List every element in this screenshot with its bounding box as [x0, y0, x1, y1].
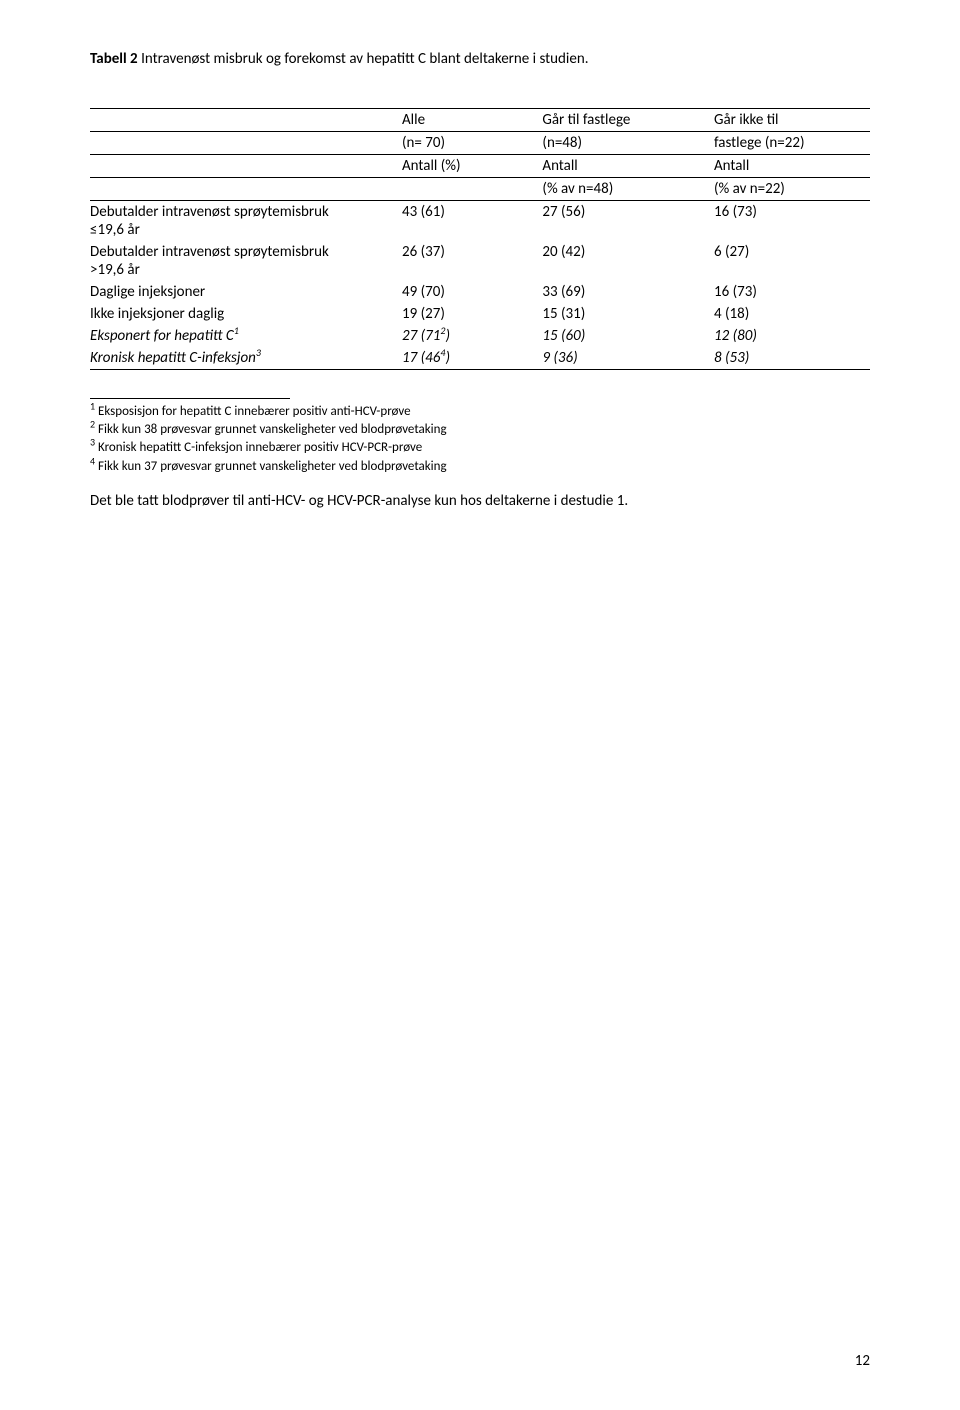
cell: 20 (42): [542, 241, 714, 281]
col-header: Går ikke til: [714, 109, 870, 132]
footnote: 2 Fikk kun 38 prøvesvar grunnet vanskeli…: [90, 421, 870, 439]
table-row: Ikke injeksjoner daglig 19 (27) 15 (31) …: [90, 303, 870, 325]
table-row: Debutalder intravenøst sprøytemisbruk ≤1…: [90, 201, 870, 242]
table-row: Kronisk hepatitt C-infeksjon3 17 (464) 9…: [90, 347, 870, 370]
col-header: (n= 70): [402, 132, 542, 155]
col-header: (% av n=48): [542, 178, 714, 201]
cell: 15 (60): [542, 325, 714, 347]
cell: 6 (27): [714, 241, 870, 281]
data-table: Alle Går til fastlege Går ikke til (n= 7…: [90, 108, 870, 370]
cell: 33 (69): [542, 281, 714, 303]
cell: 8 (53): [714, 347, 870, 370]
cell: 12 (80): [714, 325, 870, 347]
table-row: Daglige injeksjoner 49 (70) 33 (69) 16 (…: [90, 281, 870, 303]
row-label: Kronisk hepatitt C-infeksjon: [90, 349, 256, 367]
cell: 9 (36): [542, 347, 714, 370]
table-title-text: Intravenøst misbruk og forekomst av hepa…: [141, 50, 588, 68]
cell: 26 (37): [402, 241, 542, 281]
cell: 27 (71: [402, 327, 440, 345]
footnote: 1 Eksposisjon for hepatitt C innebærer p…: [90, 403, 870, 421]
footnote-rule: [90, 398, 290, 399]
page-number: 12: [855, 1352, 870, 1370]
footnote-ref: 3: [256, 346, 261, 359]
col-header: Alle: [402, 109, 542, 132]
col-header: Antall: [542, 155, 714, 178]
row-label: Eksponert for hepatitt C: [90, 327, 234, 345]
col-header: Antall: [714, 155, 870, 178]
row-label: Ikke injeksjoner daglig: [90, 303, 402, 325]
row-label: Debutalder intravenøst sprøytemisbruk: [90, 243, 329, 261]
footnotes: 1 Eksposisjon for hepatitt C innebærer p…: [90, 398, 870, 476]
row-label: ≤19,6 år: [90, 221, 140, 239]
col-header: Går til fastlege: [542, 109, 714, 132]
cell: 16 (73): [714, 281, 870, 303]
table-row: Debutalder intravenøst sprøytemisbruk >1…: [90, 241, 870, 281]
closing-text: Det ble tatt blodprøver til anti-HCV- og…: [90, 492, 870, 510]
cell: 27 (56): [542, 201, 714, 242]
cell: 43 (61): [402, 201, 542, 242]
row-label: Daglige injeksjoner: [90, 281, 402, 303]
col-header: fastlege (n=22): [714, 132, 870, 155]
row-label: >19,6 år: [90, 261, 140, 279]
table-caption: Tabell 2 Intravenøst misbruk og forekoms…: [90, 50, 870, 68]
cell: 4 (18): [714, 303, 870, 325]
footnote: 4 Fikk kun 37 prøvesvar grunnet vanskeli…: [90, 458, 870, 476]
col-header: (n=48): [542, 132, 714, 155]
cell: 49 (70): [402, 281, 542, 303]
cell: 19 (27): [402, 303, 542, 325]
footnote-ref: 1: [234, 324, 239, 337]
col-header: Antall (%): [402, 155, 542, 178]
cell: 15 (31): [542, 303, 714, 325]
table-row: Eksponert for hepatitt C1 27 (712) 15 (6…: [90, 325, 870, 347]
row-label: Debutalder intravenøst sprøytemisbruk: [90, 203, 329, 221]
footnote: 3 Kronisk hepatitt C-infeksjon innebærer…: [90, 439, 870, 457]
cell: 16 (73): [714, 201, 870, 242]
cell: 17 (46: [402, 349, 440, 367]
table-label: Tabell 2: [90, 50, 138, 68]
col-header: (% av n=22): [714, 178, 870, 201]
